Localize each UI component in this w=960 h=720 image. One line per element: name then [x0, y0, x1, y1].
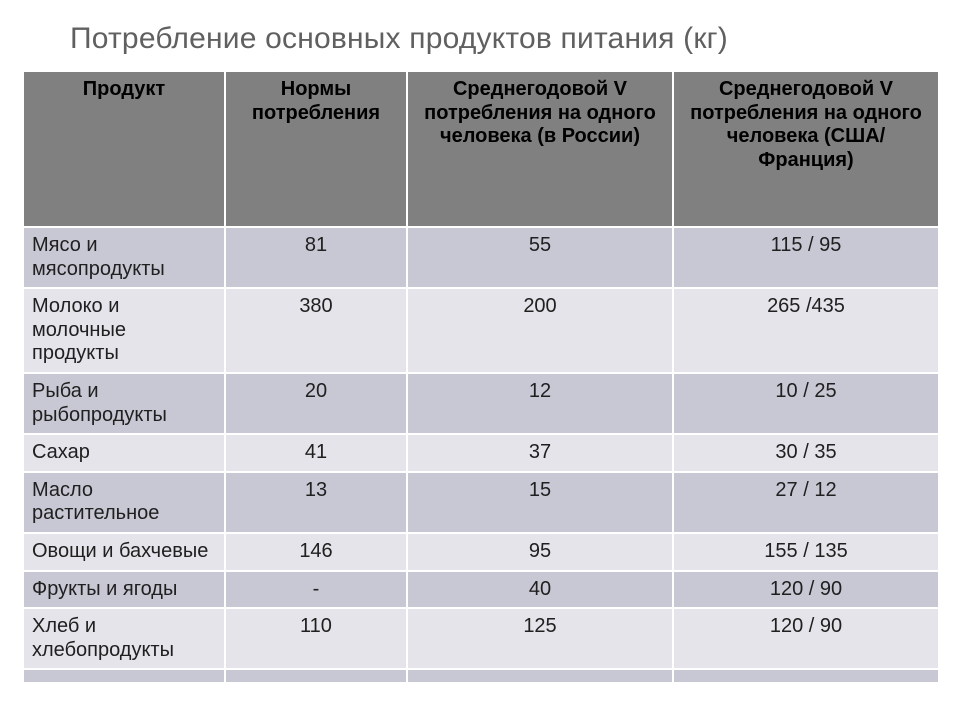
table-row: Молоко и молочные продукты 380 200 265 /… — [23, 288, 939, 373]
cell-product: Рыба и рыбопродукты — [23, 373, 225, 434]
cell-norm: 146 — [225, 533, 407, 571]
table-row: Хлеб и хлебопродукты 110 125 120 / 90 — [23, 608, 939, 669]
cell-product: Овощи и бахчевые — [23, 533, 225, 571]
col-header-russia: Среднегодовой V потребления на одного че… — [407, 71, 673, 227]
table-row: Сахар 41 37 30 / 35 — [23, 434, 939, 472]
cell-product: Фрукты и ягоды — [23, 571, 225, 609]
cell-usa-france: 10 / 25 — [673, 373, 939, 434]
page: Потребление основных продуктов питания (… — [0, 0, 960, 720]
cell-russia: 125 — [407, 608, 673, 669]
cell-usa-france: 27 / 12 — [673, 472, 939, 533]
table-row: Овощи и бахчевые 146 95 155 / 135 — [23, 533, 939, 571]
cell-norm: 81 — [225, 227, 407, 288]
cell-norm: 110 — [225, 608, 407, 669]
table-row: Фрукты и ягоды - 40 120 / 90 — [23, 571, 939, 609]
cell-usa-france: 115 / 95 — [673, 227, 939, 288]
cell-product: Масло растительное — [23, 472, 225, 533]
table-row: Рыба и рыбопродукты 20 12 10 / 25 — [23, 373, 939, 434]
cell-russia: 55 — [407, 227, 673, 288]
table-row: Мясо и мясопродукты 81 55 115 / 95 — [23, 227, 939, 288]
cell-russia: 37 — [407, 434, 673, 472]
col-header-usa-france: Среднегодовой V потребления на одного че… — [673, 71, 939, 227]
cell-norm: 20 — [225, 373, 407, 434]
cell-russia: 40 — [407, 571, 673, 609]
cell-usa-france: 265 /435 — [673, 288, 939, 373]
page-title: Потребление основных продуктов питания (… — [70, 22, 938, 56]
table-header-row: Продукт Нормы потребления Среднегодовой … — [23, 71, 939, 227]
cell-russia: 12 — [407, 373, 673, 434]
cell-russia: 95 — [407, 533, 673, 571]
cell-russia: 200 — [407, 288, 673, 373]
col-header-product: Продукт — [23, 71, 225, 227]
cell-usa-france: 155 / 135 — [673, 533, 939, 571]
cell-russia — [407, 669, 673, 683]
table-row: Масло растительное 13 15 27 / 12 — [23, 472, 939, 533]
col-header-norm: Нормы потребления — [225, 71, 407, 227]
table-row — [23, 669, 939, 683]
cell-usa-france: 120 / 90 — [673, 608, 939, 669]
cell-product — [23, 669, 225, 683]
cell-product: Мясо и мясопродукты — [23, 227, 225, 288]
consumption-table: Продукт Нормы потребления Среднегодовой … — [22, 70, 940, 684]
cell-product: Сахар — [23, 434, 225, 472]
cell-norm: 380 — [225, 288, 407, 373]
cell-usa-france: 30 / 35 — [673, 434, 939, 472]
cell-norm: 41 — [225, 434, 407, 472]
cell-product: Хлеб и хлебопродукты — [23, 608, 225, 669]
cell-usa-france: 120 / 90 — [673, 571, 939, 609]
cell-norm: 13 — [225, 472, 407, 533]
cell-norm — [225, 669, 407, 683]
cell-norm: - — [225, 571, 407, 609]
cell-usa-france — [673, 669, 939, 683]
cell-product: Молоко и молочные продукты — [23, 288, 225, 373]
cell-russia: 15 — [407, 472, 673, 533]
